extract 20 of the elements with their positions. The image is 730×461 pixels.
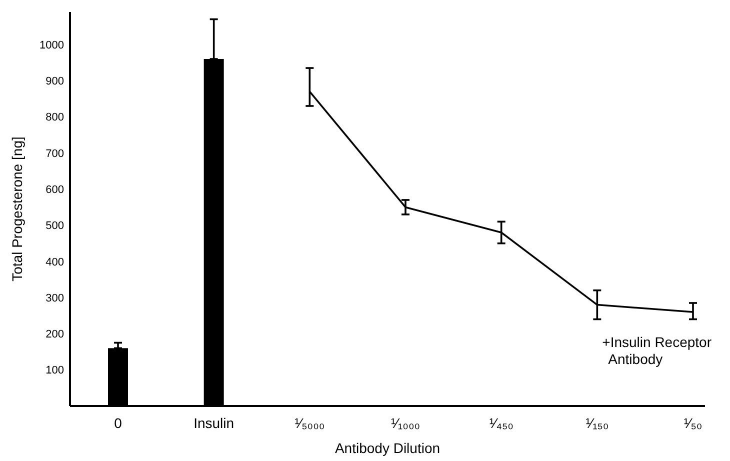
x-tick-label: ¹⁄₅₀₀₀ <box>294 415 325 431</box>
x-tick-label: ¹⁄₅₀ <box>684 415 702 431</box>
x-axis-title: Antibody Dilution <box>334 440 440 456</box>
x-tick-label: ¹⁄₁₅₀ <box>586 415 609 431</box>
x-tick-label: 0 <box>114 415 122 431</box>
y-tick-label: 500 <box>46 220 64 232</box>
y-tick-label: 900 <box>46 76 64 88</box>
x-tick-label: ¹⁄₄₅₀ <box>489 415 514 431</box>
y-tick-label: 600 <box>46 184 64 196</box>
y-tick-label: 1000 <box>40 39 64 52</box>
y-tick-label: 800 <box>46 112 64 124</box>
y-tick-label: 300 <box>46 292 64 304</box>
y-tick-label: 100 <box>46 364 64 377</box>
y-axis-title: Total Progesterone [ng] <box>9 136 25 282</box>
annotation: +Insulin Receptor Antibody <box>602 334 712 368</box>
x-tick-label: ¹⁄₁₀₀₀ <box>390 415 420 431</box>
x-tick-label: Insulin <box>194 415 234 431</box>
y-tick-label: 200 <box>46 328 64 341</box>
y-tick-label: 700 <box>46 148 64 160</box>
y-tick-label: 400 <box>46 256 64 268</box>
